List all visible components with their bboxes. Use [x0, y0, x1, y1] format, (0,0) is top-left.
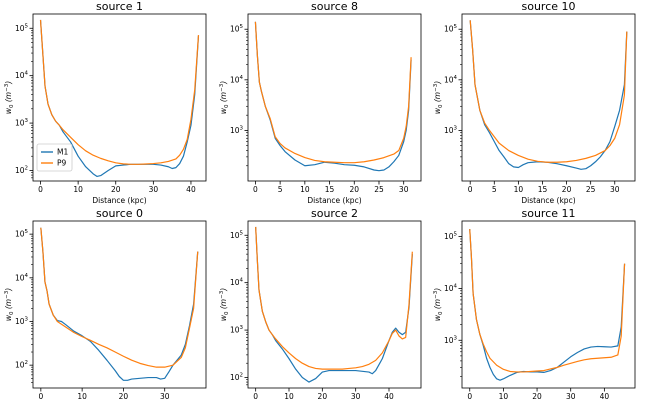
- x-tick-label: 20: [119, 392, 129, 401]
- y-tick-label: 102: [230, 372, 243, 382]
- x-tick-label: 30: [351, 392, 361, 401]
- x-tick-label: 5: [492, 185, 497, 194]
- y-tick-label: 105: [444, 24, 458, 33]
- y-tick-label: 103: [15, 118, 29, 128]
- x-tick-label: 25: [374, 185, 384, 194]
- y-tick-label: 104: [230, 278, 244, 288]
- y-tick-label: 104: [444, 283, 458, 293]
- y-tick-label: 105: [230, 230, 244, 240]
- y-tick-label: 103: [230, 325, 244, 335]
- y-tick-label: 105: [230, 24, 244, 33]
- subplot-title: source 0: [96, 207, 143, 220]
- y-tick-label: 103: [444, 125, 458, 135]
- x-tick-label: 0: [253, 185, 258, 194]
- series-line-p9: [469, 228, 626, 373]
- subplot-4: source 01021031041050102030Distance (kpc…: [4, 207, 207, 401]
- x-axis-label: Distance (kpc): [307, 196, 361, 205]
- x-tick-label: 20: [349, 185, 359, 194]
- series-line-m1: [254, 21, 412, 172]
- axes-frame: [247, 13, 422, 182]
- axes-frame: [32, 220, 207, 389]
- subplot-title: source 2: [311, 207, 358, 220]
- series-line-m1: [255, 226, 413, 383]
- x-tick-label: 10: [284, 392, 294, 401]
- subplot-6: source 11103104105010203040Distance (kpc…: [433, 207, 636, 401]
- x-tick-label: 0: [38, 185, 43, 194]
- subplot-title: source 10: [521, 0, 575, 13]
- y-axis-label: w0 (m−3): [219, 81, 230, 114]
- x-axis-label: Distance (kpc): [92, 196, 146, 205]
- series-line-p9: [255, 226, 413, 370]
- series-line-m1: [40, 227, 199, 381]
- x-tick-label: 0: [467, 392, 472, 401]
- axes-frame: [461, 13, 636, 182]
- y-tick-label: 102: [15, 360, 28, 370]
- subplot-1: source 1 102 103 104 105 0 10 20 30 40 Distance (k…: [4, 0, 207, 205]
- x-tick-label: 0: [38, 392, 43, 401]
- axes-frame: [461, 220, 636, 389]
- x-tick-label: 20: [532, 392, 542, 401]
- y-axis-label: w0 (m−3): [4, 81, 15, 114]
- x-tick-label: 30: [566, 392, 576, 401]
- x-tick-label: 0: [468, 185, 473, 194]
- x-axis-label: Distance (kpc): [521, 196, 575, 205]
- series-line-p9: [40, 227, 199, 368]
- y-axis-label: w0 (m−3): [433, 288, 444, 321]
- subplot-title: source 8: [311, 0, 358, 13]
- subplot-title: source 11: [521, 207, 575, 220]
- x-tick-label: 10: [77, 392, 87, 401]
- y-tick-label: 103: [444, 335, 458, 345]
- axes-frame: [32, 13, 207, 182]
- y-axis-label: w0 (m−3): [219, 288, 230, 321]
- x-tick-label: 30: [610, 185, 620, 194]
- series-line-p9: [254, 21, 412, 164]
- x-tick-label: 30: [399, 185, 409, 194]
- y-tick-label: 102: [15, 165, 28, 175]
- x-tick-label: 5: [278, 185, 283, 194]
- x-tick-label: 0: [253, 392, 258, 401]
- axes-frame: [247, 220, 422, 389]
- y-tick-label: 105: [15, 23, 29, 32]
- x-tick-label: 25: [586, 185, 596, 194]
- legend-label: M1: [57, 148, 68, 157]
- x-tick-label: 10: [499, 392, 509, 401]
- x-tick-label: 20: [318, 392, 328, 401]
- x-tick-label: 20: [562, 185, 572, 194]
- x-tick-label: 40: [186, 185, 196, 194]
- x-tick-label: 30: [160, 392, 170, 401]
- subplot-title: source 1: [96, 0, 143, 13]
- subplot-3: source 10 103 104 105 0 5 10 15 20 25 30 Distance (…: [433, 0, 636, 205]
- subplot-5: source 2102103104105010203040Distance (k…: [219, 207, 422, 401]
- y-tick-label: 104: [15, 71, 29, 81]
- x-tick-label: 30: [149, 185, 159, 194]
- legend-box: [36, 143, 73, 172]
- x-tick-label: 20: [111, 185, 121, 194]
- series-line-p9: [39, 19, 200, 165]
- y-tick-label: 103: [230, 125, 244, 135]
- y-tick-label: 105: [15, 229, 29, 239]
- y-tick-label: 105: [444, 232, 458, 242]
- y-axis-label: w0 (m−3): [433, 81, 444, 114]
- x-tick-label: 15: [538, 185, 548, 194]
- series-line-p9: [469, 20, 628, 163]
- subplot-2: source 8 103 104 105 0 5 10 15 20 25 30 Distance (k…: [219, 0, 422, 205]
- y-axis-label: w0 (m−3): [4, 288, 15, 321]
- x-tick-label: 40: [384, 392, 394, 401]
- x-tick-label: 15: [325, 185, 335, 194]
- y-tick-label: 104: [230, 75, 244, 85]
- x-tick-label: 10: [514, 185, 524, 194]
- y-tick-label: 104: [444, 75, 458, 85]
- legend-label: P9: [57, 159, 67, 168]
- x-tick-label: 10: [73, 185, 83, 194]
- series-line-m1: [469, 20, 628, 170]
- y-tick-label: 103: [15, 316, 29, 326]
- x-tick-label: 40: [600, 392, 610, 401]
- y-tick-label: 104: [15, 273, 29, 283]
- x-tick-label: 10: [300, 185, 310, 194]
